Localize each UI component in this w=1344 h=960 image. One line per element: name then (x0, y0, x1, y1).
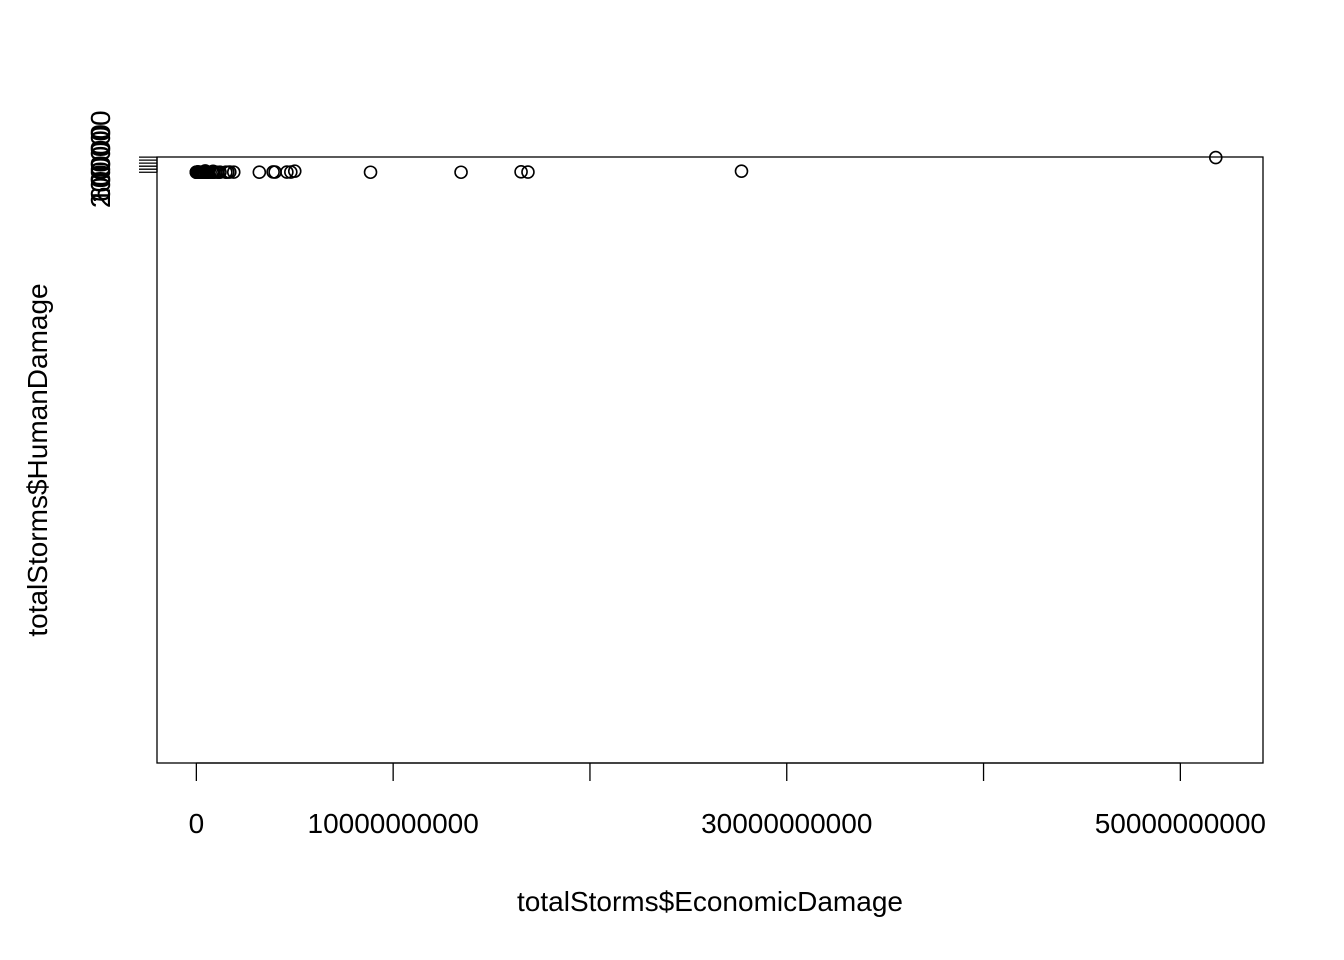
data-point (454, 165, 468, 180)
data-point (213, 165, 227, 179)
data-point (734, 164, 749, 178)
x-axis-label: totalStorms$EconomicDamage (517, 886, 903, 917)
y-axis-label: totalStorms$HumanDamage (22, 283, 53, 636)
data-point (521, 165, 535, 179)
data-point (363, 165, 378, 180)
y-tick-label: 60000 (85, 124, 116, 202)
data-point (287, 164, 302, 178)
x-tick-label: 10000000000 (308, 808, 479, 839)
x-tick-label: 50000000000 (1095, 808, 1266, 839)
data-point (280, 165, 294, 179)
data-point (1208, 150, 1223, 165)
x-tick-label: 30000000000 (701, 808, 872, 839)
y-tick-label: 20000 (85, 130, 116, 208)
y-tick-label: 0 (85, 164, 116, 180)
data-point (514, 165, 528, 179)
data-point (223, 165, 237, 179)
y-tick-label: 100000 (85, 110, 116, 203)
x-axis: 0 10000000000 30000000000 50000000000 (189, 762, 1266, 839)
data-point (252, 165, 267, 179)
data-point (226, 165, 241, 179)
x-tick-label: 0 (189, 808, 205, 839)
data-points (189, 150, 1223, 180)
